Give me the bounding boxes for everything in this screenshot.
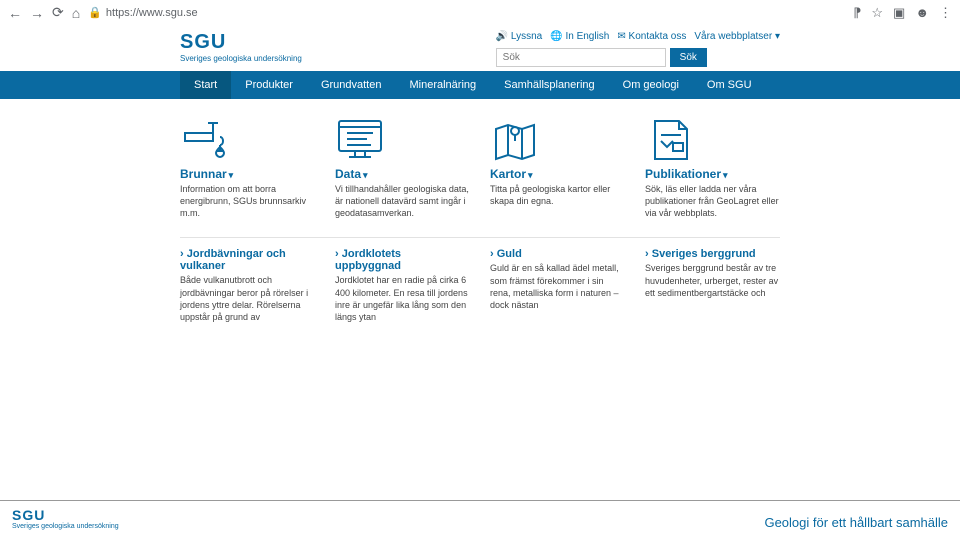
main-nav: Start Produkter Grundvatten Mineralnärin… (0, 71, 960, 99)
search-input[interactable] (496, 48, 666, 67)
link-jordbavningar: Jordbävningar och vulkaner Både vulkanut… (180, 248, 315, 323)
slide-footer: SGU Sveriges geologiska undersökning Geo… (0, 500, 960, 540)
link-berggrund-title[interactable]: Sveriges berggrund (645, 248, 780, 260)
home-icon[interactable]: ⌂ (72, 5, 80, 21)
menu-icon[interactable]: ⋮ (939, 5, 952, 21)
nav-start[interactable]: Start (180, 71, 231, 99)
card-publikationer: Publikationer▾ Sök, läs eller ladda ner … (645, 113, 780, 219)
link-guld: Guld Guld är en så kallad ädel metall, s… (490, 248, 625, 323)
logo-text: SGU (180, 31, 302, 54)
link-jordbavningar-title[interactable]: Jordbävningar och vulkaner (180, 248, 315, 272)
nav-grundvatten[interactable]: Grundvatten (307, 71, 396, 99)
card-brunnar-text: Information om att borra energibrunn, SG… (180, 183, 315, 219)
star-icon[interactable]: ☆ (871, 5, 883, 21)
footer-tagline: Geologi för ett hållbart samhälle (764, 515, 948, 530)
back-icon[interactable]: ← (8, 5, 22, 21)
link-jordklotets-title[interactable]: Jordklotets uppbyggnad (335, 248, 470, 272)
site-logo[interactable]: SGU Sveriges geologiska undersökning (180, 31, 302, 63)
lock-icon: 🔒 (88, 6, 102, 19)
link-berggrund-text: Sveriges berggrund består av tre huvuden… (645, 262, 780, 298)
link-guld-title[interactable]: Guld (490, 248, 625, 260)
monitor-icon (335, 113, 470, 167)
link-berggrund: Sveriges berggrund Sveriges berggrund be… (645, 248, 780, 323)
link-jordklotets-text: Jordklotet har en radie på cirka 6 400 k… (335, 274, 470, 323)
card-publikationer-title[interactable]: Publikationer▾ (645, 167, 780, 181)
footer-logo-sub: Sveriges geologiska undersökning (12, 523, 119, 530)
browser-toolbar: ← → ⟳ ⌂ 🔒 https://www.sgu.se ⁋ ☆ ▣ ☻ ⋮ (0, 0, 960, 25)
card-brunnar-title[interactable]: Brunnar▾ (180, 167, 315, 181)
footer-logo-text: SGU (12, 507, 119, 523)
card-publikationer-text: Sök, läs eller ladda ner våra publikatio… (645, 183, 780, 219)
card-brunnar: Brunnar▾ Information om att borra energi… (180, 113, 315, 219)
card-kartor-text: Titta på geologiska kartor eller skapa d… (490, 183, 625, 207)
reload-icon[interactable]: ⟳ (52, 4, 64, 21)
faucet-icon (180, 113, 315, 167)
card-data-text: Vi tillhandahåller geologiska data, är n… (335, 183, 470, 219)
sites-link[interactable]: Våra webbplatser ▾ (694, 31, 780, 42)
contact-link[interactable]: ✉ Kontakta oss (617, 31, 686, 42)
url-bar[interactable]: 🔒 https://www.sgu.se (88, 6, 197, 19)
link-guld-text: Guld är en så kallad ädel metall, som fr… (490, 262, 625, 311)
card-kartor-title[interactable]: Kartor▾ (490, 167, 625, 181)
forward-icon[interactable]: → (30, 5, 44, 21)
listen-link[interactable]: 🔊 Lyssna (496, 31, 543, 42)
nav-samhallsplanering[interactable]: Samhällsplanering (490, 71, 609, 99)
link-jordklotets: Jordklotets uppbyggnad Jordklotet har en… (335, 248, 470, 323)
translate-icon[interactable]: ⁋ (853, 5, 861, 21)
nav-omgeologi[interactable]: Om geologi (609, 71, 693, 99)
nav-mineralnaring[interactable]: Mineralnäring (395, 71, 490, 99)
card-kartor: Kartor▾ Titta på geologiska kartor eller… (490, 113, 625, 219)
extension-icon[interactable]: ▣ (893, 5, 905, 21)
profile-icon[interactable]: ☻ (915, 5, 929, 21)
document-icon (645, 113, 780, 167)
card-data: Data▾ Vi tillhandahåller geologiska data… (335, 113, 470, 219)
footer-logo: SGU Sveriges geologiska undersökning (12, 507, 119, 530)
logo-subtitle: Sveriges geologiska undersökning (180, 54, 302, 63)
link-jordbavningar-text: Både vulkanutbrott och jordbävningar ber… (180, 274, 315, 323)
search-button[interactable]: Sök (670, 48, 707, 67)
english-link[interactable]: 🌐 In English (550, 31, 609, 42)
url-text: https://www.sgu.se (106, 7, 198, 19)
map-icon (490, 113, 625, 167)
nav-produkter[interactable]: Produkter (231, 71, 307, 99)
card-data-title[interactable]: Data▾ (335, 167, 470, 181)
nav-omsgu[interactable]: Om SGU (693, 71, 766, 99)
